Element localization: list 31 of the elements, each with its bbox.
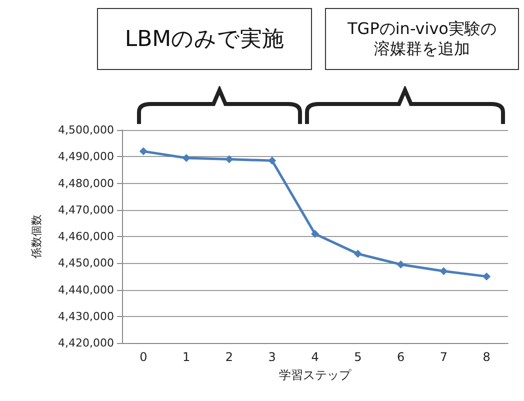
x-tick-label: 4 — [311, 350, 319, 364]
y-tick-label: 4,420,000 — [58, 336, 114, 350]
x-tick-label: 0 — [140, 350, 148, 364]
x-tick-label: 1 — [182, 350, 190, 364]
point — [225, 155, 234, 164]
text: TGPのin-vivo実験の溶媒群を追加 — [325, 8, 519, 70]
y-tick-label: 4,450,000 — [58, 256, 114, 270]
point — [182, 154, 190, 162]
y-tick-label: 4,470,000 — [58, 203, 114, 216]
x-tick-label: 3 — [268, 350, 276, 364]
x-tick-label: 7 — [440, 350, 448, 364]
y-tick-label: 4,440,000 — [58, 283, 114, 296]
x-tick-label: 5 — [354, 350, 362, 364]
x-axis-title: 学習ステップ — [279, 368, 352, 382]
text: LBMのみで実施 — [97, 8, 312, 70]
x-tick-label: 6 — [396, 350, 405, 364]
y-tick-label: 4,490,000 — [58, 150, 114, 164]
y-tick-label: 4,480,000 — [58, 176, 114, 190]
x-tick-label: 8 — [482, 350, 490, 364]
point — [482, 272, 491, 280]
point — [268, 156, 276, 165]
y-axis-title: 係数個数 — [30, 214, 43, 258]
y-tick-label: 4,460,000 — [58, 230, 114, 243]
x-tick-label: 2 — [225, 350, 234, 364]
point — [396, 260, 405, 268]
y-tick-label: 4,430,000 — [58, 310, 114, 323]
point — [440, 267, 448, 276]
point — [139, 147, 148, 156]
y-tick-label: 4,500,000 — [58, 124, 114, 136]
point — [354, 250, 362, 258]
point — [311, 230, 319, 238]
